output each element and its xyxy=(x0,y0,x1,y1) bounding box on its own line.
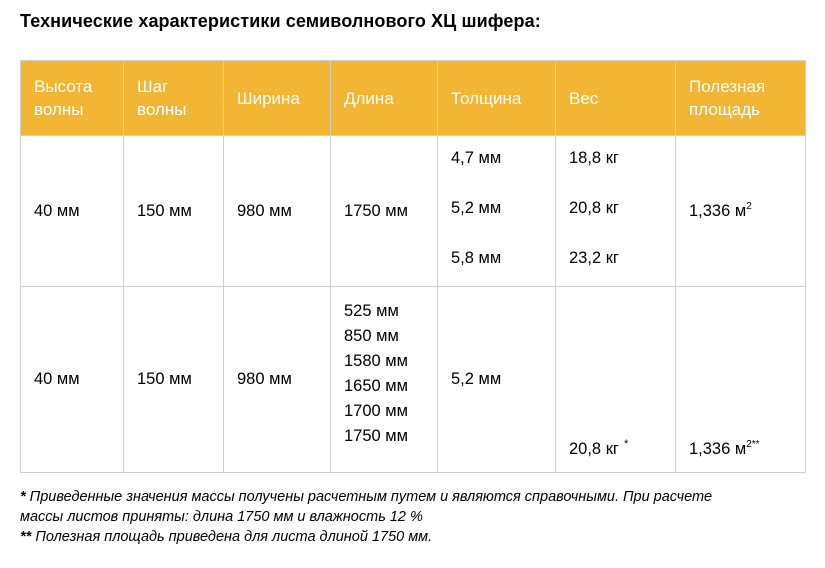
footnote-1-text: Приведенные значения массы получены расч… xyxy=(25,489,713,505)
cell-useful-area: 1,336 м2** xyxy=(675,286,806,473)
thickness-value: 4,7 мм xyxy=(451,149,502,167)
table-row: 40 мм 150 мм 980 мм 1750 мм 4,7 мм 5,2 м… xyxy=(20,135,806,287)
length-value: 850 мм xyxy=(344,327,399,345)
length-value: 1700 мм xyxy=(344,402,408,420)
footnote-marker: * xyxy=(623,438,629,450)
header-wave-step-line1: Шаг xyxy=(137,77,169,96)
weight-value: 23,2 кг xyxy=(569,249,619,267)
cell-thickness: 5,2 мм xyxy=(437,286,556,473)
length-value: 1750 мм xyxy=(344,427,408,445)
cell-length: 525 мм 850 мм 1580 мм 1650 мм 1700 мм 17… xyxy=(330,286,438,473)
length-value: 1580 мм xyxy=(344,352,408,370)
area-value: 1,336 м xyxy=(689,440,747,458)
footnote-1-line-2: массы листов приняты: длина 1750 мм и вл… xyxy=(20,509,423,525)
footnotes: * Приведенные значения массы получены ра… xyxy=(20,487,712,547)
thickness-value: 5,2 мм xyxy=(451,199,502,217)
header-useful-area: Полезная площадь xyxy=(675,60,806,136)
header-wave-step-line2: волны xyxy=(137,100,187,119)
footnote-1-line-1: * Приведенные значения массы получены ра… xyxy=(20,487,712,507)
footnote-2: ** Полезная площадь приведена для листа … xyxy=(20,527,712,547)
cell-wave-step: 150 мм xyxy=(123,286,224,473)
header-length: Длина xyxy=(330,60,438,136)
cell-thickness: 4,7 мм 5,2 мм 5,8 мм xyxy=(437,135,556,287)
header-wave-height: Высота волны xyxy=(20,60,124,136)
header-wave-height-line2: волны xyxy=(34,100,84,119)
thickness-value: 5,8 мм xyxy=(451,249,502,267)
footnote-2-text: Полезная площадь приведена для листа дли… xyxy=(31,529,433,545)
cell-wave-height: 40 мм xyxy=(20,135,124,287)
table-header-row: Высота волны Шаг волны Ширина Длина Толщ… xyxy=(20,60,806,136)
footnote-1-marker: * xyxy=(20,489,26,505)
cell-wave-height: 40 мм xyxy=(20,286,124,473)
header-wave-height-line1: Высота xyxy=(34,77,93,96)
cell-length: 1750 мм xyxy=(330,135,438,287)
cell-width: 980 мм xyxy=(223,135,331,287)
spec-table: Высота волны Шаг волны Ширина Длина Толщ… xyxy=(20,60,806,473)
weight-value: 20,8 кг xyxy=(569,440,619,458)
footnote-2-marker: ** xyxy=(20,529,32,545)
header-weight: Вес xyxy=(555,60,676,136)
header-thickness: Толщина xyxy=(437,60,556,136)
cell-weight: 20,8 кг * xyxy=(555,286,676,473)
page-title: Технические характеристики семиволнового… xyxy=(20,11,541,31)
cell-width: 980 мм xyxy=(223,286,331,473)
cell-wave-step: 150 мм xyxy=(123,135,224,287)
weight-value: 18,8 кг xyxy=(569,149,619,167)
header-width: Ширина xyxy=(223,60,331,136)
area-value: 1,336 м xyxy=(689,201,747,220)
header-area-line1: Полезная xyxy=(689,77,766,96)
table-row: 40 мм 150 мм 980 мм 525 мм 850 мм 1580 м… xyxy=(20,286,806,473)
cell-weight: 18,8 кг 20,8 кг 23,2 кг xyxy=(555,135,676,287)
cell-useful-area: 1,336 м2 xyxy=(675,135,806,287)
length-value: 1650 мм xyxy=(344,377,408,395)
header-area-line2: площадь xyxy=(689,100,760,119)
header-wave-step: Шаг волны xyxy=(123,60,224,136)
area-superscript: 2** xyxy=(746,439,760,450)
weight-value: 20,8 кг xyxy=(569,199,619,217)
area-superscript: 2 xyxy=(746,200,752,212)
length-value: 525 мм xyxy=(344,302,399,320)
